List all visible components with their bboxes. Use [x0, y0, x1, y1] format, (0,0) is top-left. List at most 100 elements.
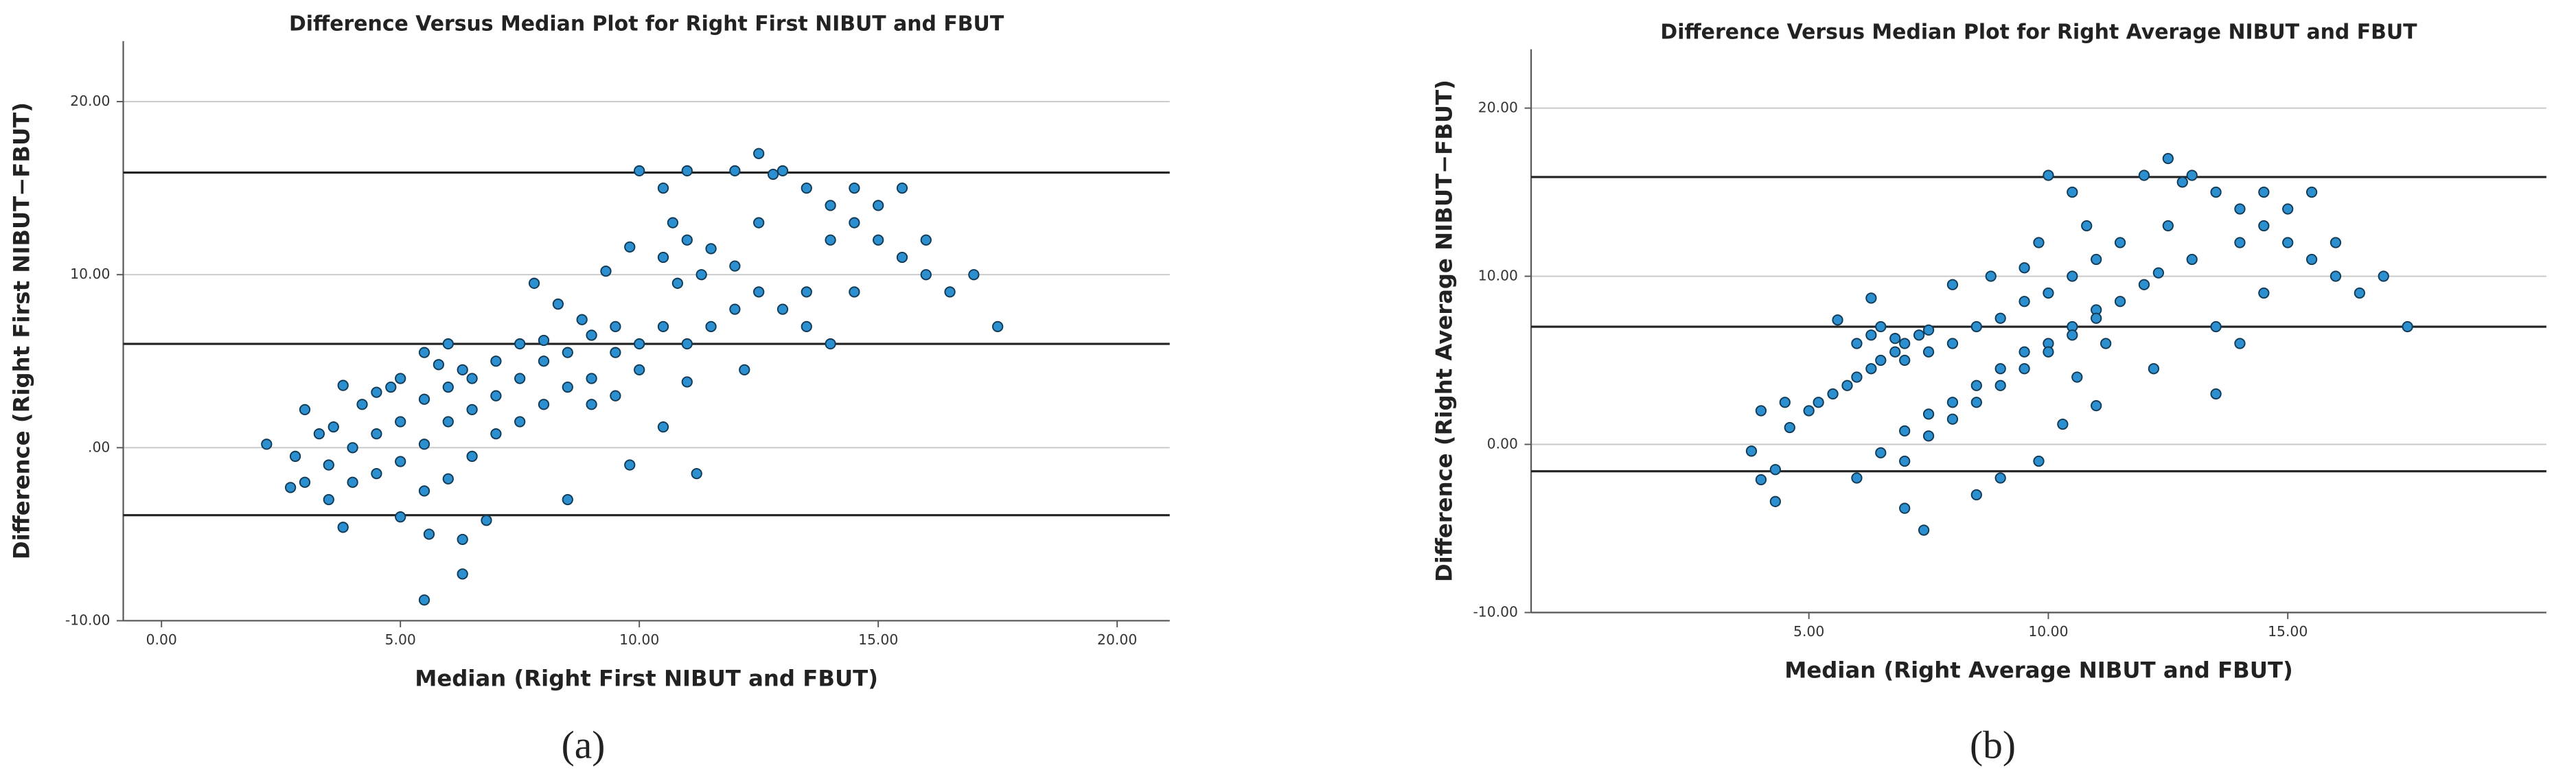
point	[825, 200, 836, 211]
point	[1875, 447, 1887, 458]
point	[681, 338, 693, 350]
point	[2148, 363, 2160, 375]
point	[2057, 418, 2069, 430]
point	[753, 286, 765, 298]
point	[442, 473, 454, 485]
point	[466, 450, 478, 463]
point	[801, 182, 812, 194]
point	[2019, 296, 2030, 307]
point	[610, 390, 621, 401]
point	[1889, 333, 1901, 345]
point	[395, 456, 406, 467]
point	[418, 485, 430, 497]
point	[418, 439, 430, 450]
point	[657, 182, 669, 194]
point	[600, 266, 612, 277]
point	[1899, 455, 1911, 467]
point	[2330, 237, 2342, 248]
point	[944, 286, 956, 298]
point	[1922, 346, 1935, 358]
point	[2114, 296, 2126, 307]
point	[657, 251, 669, 264]
point	[2067, 270, 2078, 282]
panel-label: (a)	[562, 723, 606, 767]
point	[1946, 279, 1959, 290]
point	[562, 493, 573, 506]
point	[323, 459, 334, 471]
point	[2162, 152, 2174, 165]
point	[466, 373, 478, 384]
point	[2176, 176, 2188, 188]
point	[1803, 405, 1815, 417]
y-tick-label: 20.00	[1478, 100, 1518, 116]
point	[385, 381, 397, 393]
point	[849, 286, 860, 298]
point	[753, 148, 765, 159]
point	[457, 364, 468, 376]
point	[514, 373, 526, 384]
point	[705, 320, 717, 332]
point	[671, 277, 683, 289]
point	[371, 428, 382, 440]
point	[729, 165, 741, 177]
point	[634, 338, 645, 350]
point	[920, 269, 932, 281]
point	[1851, 338, 1863, 349]
chart-title: Difference Versus Median Plot for Right …	[289, 12, 1004, 36]
point	[1755, 405, 1767, 417]
x-tick-label: 10.00	[619, 631, 659, 648]
point	[1875, 320, 1887, 333]
point	[371, 468, 382, 480]
point	[586, 373, 597, 384]
point	[337, 380, 349, 391]
x-tick-label: 10.00	[2028, 623, 2068, 640]
point	[2138, 170, 2150, 181]
point	[2071, 371, 2083, 383]
point	[657, 320, 669, 332]
point	[1851, 472, 1863, 484]
point	[1813, 397, 1824, 408]
point	[347, 442, 358, 454]
point	[2067, 186, 2078, 198]
point	[634, 165, 645, 177]
point	[337, 522, 349, 533]
chart-title: Difference Versus Median Plot for Right …	[1660, 20, 2417, 44]
point	[610, 347, 621, 358]
point	[1994, 380, 2006, 391]
point	[849, 217, 860, 229]
y-tick-label: 10.00	[70, 266, 110, 282]
point	[1769, 464, 1781, 476]
point	[442, 338, 454, 350]
point	[284, 482, 297, 493]
point	[1755, 474, 1767, 486]
point	[347, 476, 358, 488]
x-tick-label: 0.00	[146, 631, 177, 648]
point	[873, 234, 884, 246]
point	[562, 381, 573, 393]
point	[2162, 220, 2174, 232]
point	[423, 528, 435, 540]
point	[1994, 312, 2006, 324]
point	[896, 182, 908, 194]
point	[586, 399, 597, 410]
point	[1779, 397, 1791, 408]
point	[1946, 413, 1959, 425]
point	[2114, 237, 2126, 248]
point	[576, 314, 588, 325]
point	[457, 533, 468, 546]
point	[767, 168, 779, 180]
point	[1946, 338, 1959, 349]
point	[418, 393, 430, 405]
point	[1913, 329, 1925, 341]
point	[1875, 354, 1887, 366]
point	[1922, 430, 1935, 442]
point	[2033, 455, 2045, 467]
point	[2210, 186, 2222, 198]
point	[299, 404, 311, 415]
point	[2258, 287, 2270, 299]
point	[395, 416, 406, 428]
point	[1994, 363, 2006, 375]
point	[968, 269, 980, 281]
x-axis-label: Median (Right First NIBUT and FBUT)	[415, 666, 878, 692]
